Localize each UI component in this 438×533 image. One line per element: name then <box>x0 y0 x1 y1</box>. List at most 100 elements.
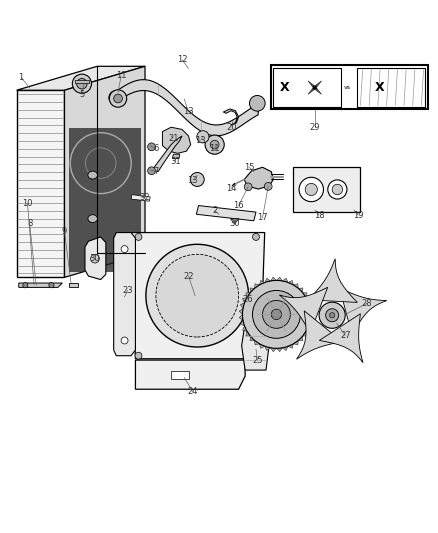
Polygon shape <box>308 259 357 302</box>
Polygon shape <box>276 348 283 352</box>
Bar <box>271 66 428 109</box>
Polygon shape <box>265 346 271 351</box>
Text: 11: 11 <box>209 144 220 154</box>
Polygon shape <box>308 87 315 94</box>
Polygon shape <box>240 303 244 309</box>
Polygon shape <box>310 314 314 320</box>
Polygon shape <box>303 293 307 297</box>
Circle shape <box>49 282 54 288</box>
Circle shape <box>197 131 209 143</box>
Polygon shape <box>259 280 265 285</box>
Polygon shape <box>246 293 251 297</box>
Circle shape <box>253 352 259 359</box>
Polygon shape <box>254 284 259 288</box>
Text: 11: 11 <box>116 71 126 80</box>
Polygon shape <box>171 371 188 379</box>
Polygon shape <box>85 237 106 279</box>
Text: 10: 10 <box>22 199 33 208</box>
Polygon shape <box>243 297 247 303</box>
Text: 23: 23 <box>122 286 133 295</box>
Text: 2: 2 <box>212 206 217 215</box>
Text: 17: 17 <box>257 213 268 222</box>
Polygon shape <box>315 81 321 87</box>
Text: 16: 16 <box>233 201 244 210</box>
Polygon shape <box>135 360 245 389</box>
Circle shape <box>72 74 92 93</box>
Polygon shape <box>315 87 321 94</box>
Polygon shape <box>131 195 150 201</box>
Text: 24: 24 <box>187 387 198 397</box>
Circle shape <box>329 313 335 318</box>
Circle shape <box>110 90 127 107</box>
Polygon shape <box>19 283 62 287</box>
Text: 21: 21 <box>168 134 179 143</box>
Polygon shape <box>308 81 315 87</box>
Text: 1: 1 <box>18 72 24 82</box>
Polygon shape <box>271 348 276 352</box>
Text: 30: 30 <box>90 254 100 263</box>
Circle shape <box>156 254 239 337</box>
Circle shape <box>148 143 155 151</box>
Circle shape <box>135 233 142 240</box>
Polygon shape <box>306 297 311 303</box>
Polygon shape <box>339 288 387 335</box>
Polygon shape <box>152 136 182 172</box>
Circle shape <box>244 183 252 191</box>
Polygon shape <box>250 288 254 293</box>
Polygon shape <box>17 66 145 90</box>
Polygon shape <box>306 326 311 332</box>
Text: 13: 13 <box>187 176 198 185</box>
Text: 12: 12 <box>177 55 187 64</box>
Polygon shape <box>239 314 243 320</box>
Polygon shape <box>297 311 342 359</box>
Text: 19: 19 <box>353 211 364 220</box>
Polygon shape <box>303 332 307 336</box>
Text: 15: 15 <box>244 163 255 172</box>
Circle shape <box>205 135 224 154</box>
Circle shape <box>250 95 265 111</box>
Polygon shape <box>230 219 239 224</box>
Circle shape <box>253 290 300 338</box>
Text: vs: vs <box>344 85 351 90</box>
Text: 7: 7 <box>153 167 159 176</box>
Polygon shape <box>223 109 239 125</box>
Polygon shape <box>259 344 265 348</box>
Polygon shape <box>298 288 303 293</box>
Circle shape <box>325 309 339 322</box>
Bar <box>357 68 425 107</box>
Text: X: X <box>279 81 289 94</box>
Ellipse shape <box>88 171 98 179</box>
Circle shape <box>305 183 318 196</box>
Circle shape <box>262 301 290 328</box>
Polygon shape <box>240 320 244 326</box>
Polygon shape <box>243 326 247 332</box>
Circle shape <box>77 78 87 89</box>
Polygon shape <box>69 282 78 287</box>
Circle shape <box>332 184 343 195</box>
Circle shape <box>264 182 272 190</box>
Ellipse shape <box>88 215 98 223</box>
Text: 26: 26 <box>242 295 253 304</box>
Text: 25: 25 <box>252 356 262 365</box>
Circle shape <box>114 94 122 103</box>
Polygon shape <box>74 80 89 83</box>
Polygon shape <box>293 341 298 345</box>
Polygon shape <box>308 320 313 326</box>
Text: 5: 5 <box>79 90 85 99</box>
Polygon shape <box>114 232 135 356</box>
FancyBboxPatch shape <box>293 167 360 212</box>
Circle shape <box>299 177 323 201</box>
Polygon shape <box>310 309 314 314</box>
Bar <box>273 68 341 107</box>
Polygon shape <box>283 278 288 282</box>
Polygon shape <box>131 232 265 359</box>
Polygon shape <box>293 284 298 288</box>
Text: 27: 27 <box>340 331 350 340</box>
Polygon shape <box>298 336 303 341</box>
Text: 28: 28 <box>362 299 372 308</box>
Polygon shape <box>64 66 145 277</box>
Text: 22: 22 <box>183 272 194 280</box>
Polygon shape <box>276 277 283 281</box>
Polygon shape <box>17 90 64 277</box>
Polygon shape <box>283 346 288 351</box>
